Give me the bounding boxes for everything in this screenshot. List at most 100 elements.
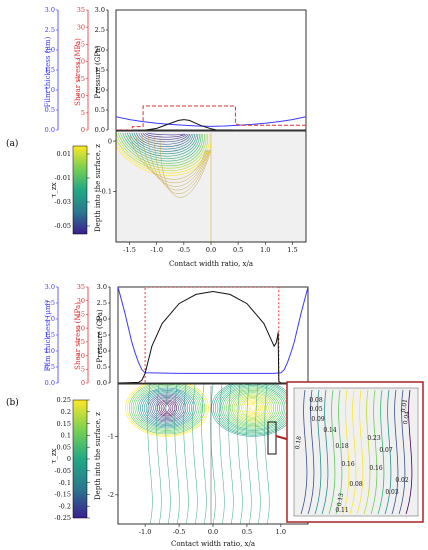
contour-line xyxy=(138,132,191,145)
contour-line xyxy=(192,384,198,524)
colorbar-tick-label: -0.25 xyxy=(54,514,71,522)
panel-b-depth-axis-label: Depth into the surface, z xyxy=(94,412,102,500)
axis-tick-label: 5 xyxy=(81,365,85,373)
inset-contour-line xyxy=(370,389,378,515)
contour-line xyxy=(155,398,179,418)
panel-a-film-ticks: 0.0 0.5 1.0 1.5 2.0 2.5 3.0 xyxy=(45,6,59,134)
colorbar-tick-label: -0.15 xyxy=(54,491,71,499)
axis-tick-label: 0 xyxy=(81,379,85,387)
contour-line xyxy=(237,395,269,421)
inset-contour-line xyxy=(314,389,322,515)
panel-b-depth-ticks: -1 -2 xyxy=(108,433,118,499)
colorbar-tick-label: 0.05 xyxy=(57,443,71,451)
x-tick-label: 0.5 xyxy=(242,528,252,536)
panel-b-film-ticks: 0.0 0.5 1.0 1.5 2.0 2.5 3.0 xyxy=(45,283,59,387)
contour-line xyxy=(229,391,277,425)
contour-line xyxy=(222,386,284,430)
panel-a-colorbar-label: τ_zx xyxy=(50,182,58,197)
x-tick-label: 1.0 xyxy=(276,528,286,536)
panel-b-colorbar-label: τ_zx xyxy=(50,448,58,463)
panel-a-film-thickness-line xyxy=(116,116,306,127)
contour-line xyxy=(147,384,153,524)
inset-contour-line xyxy=(377,389,385,515)
contour-line xyxy=(250,404,256,412)
panel-b-x-ticks: -1.0 -0.5 0.0 0.5 1.0 xyxy=(139,524,286,536)
axis-tick-label: 1.0 xyxy=(45,347,55,355)
contour-line xyxy=(140,388,194,428)
colorbar-tick-label: 0.15 xyxy=(57,420,71,428)
contour-line xyxy=(136,386,198,430)
contour-line xyxy=(235,394,271,422)
axis-tick-label: 0.0 xyxy=(45,379,55,387)
contour-line xyxy=(145,132,186,138)
inset-contour-label: 0.01 xyxy=(400,399,409,413)
inset-contour-label: 0.14 xyxy=(323,427,337,434)
axis-tick-label: 0.0 xyxy=(97,379,107,387)
axis-tick-label: 2.5 xyxy=(45,299,55,307)
panel-a-colorbar-ticks: 0.01 -0.01 -0.03 -0.05 xyxy=(54,150,90,230)
axis-tick-label: 15 xyxy=(77,75,85,83)
contour-line xyxy=(129,384,205,435)
contour-line xyxy=(241,398,265,418)
contour-line xyxy=(165,384,171,524)
contour-line xyxy=(228,390,278,426)
colorbar-tick-label: -0.1 xyxy=(58,479,71,487)
axis-tick-label: 35 xyxy=(77,6,85,14)
axis-tick-label: 30 xyxy=(77,23,85,31)
contour-line xyxy=(164,404,170,412)
contour-line xyxy=(160,401,174,415)
panel-a-shear-axis-label: Shear stress (MPa) xyxy=(74,38,82,106)
axis-tick-label: 10 xyxy=(77,352,85,360)
axis-tick-label: 30 xyxy=(77,297,85,305)
contour-line xyxy=(244,400,262,416)
panel-a-pressure-line xyxy=(145,119,233,130)
inset-contour-line xyxy=(391,389,399,515)
panel-b-shear-axis-label: Shear stress (MPa) xyxy=(74,302,82,370)
axis-tick-label: 2.0 xyxy=(45,315,55,323)
inset-contour-label: 0.18 xyxy=(294,435,303,450)
axis-tick-label: 1.5 xyxy=(95,66,105,74)
contour-line xyxy=(131,132,195,152)
contour-line xyxy=(216,384,290,434)
x-tick-label: 0.5 xyxy=(233,246,243,254)
inset-contour-line xyxy=(349,389,357,515)
panel-b-inset-labels: 0.08 0.05 0.09 0.14 0.18 0.23 0.16 0.16 0.18 0.08… xyxy=(294,397,411,514)
axis-tick-label: 1.0 xyxy=(45,86,55,94)
axis-tick-label: 0.0 xyxy=(45,126,55,134)
x-tick-label: -0.5 xyxy=(178,246,191,254)
axis-tick-label: 3.0 xyxy=(45,283,55,291)
axis-tick-label: 25 xyxy=(77,40,85,48)
panel-a-x-axis-label: Contact width ratio, x/a xyxy=(169,260,253,268)
panel-a-x-ticks: -1.5 -1.0 -0.5 0.0 0.5 1.0 1.5 xyxy=(123,242,298,254)
inset-contour-line xyxy=(363,389,371,515)
axis-tick-label: 3.0 xyxy=(95,6,105,14)
axis-tick-label: 0.5 xyxy=(45,363,55,371)
axis-tick-label: 2.5 xyxy=(45,26,55,34)
panel-a-pressure-ticks: 0.0 0.5 1.0 1.5 2.0 2.5 3.0 xyxy=(95,6,109,134)
panel-b-contour-lines xyxy=(125,384,295,524)
panel-a-stress-contour: 0 -0.1 -1.5 -1.0 -0.5 0.0 0.5 1.0 1.5 Depth int… xyxy=(94,130,307,268)
inset-contour-label: 0.02 xyxy=(395,477,409,484)
contour-line xyxy=(220,385,286,431)
axis-tick-label: 1.5 xyxy=(45,331,55,339)
contour-line xyxy=(158,400,176,416)
contour-line xyxy=(255,384,261,524)
x-tick-label: 0.0 xyxy=(206,246,216,254)
x-tick-label: 1.0 xyxy=(260,246,270,254)
panel-a-top-axes: 0.0 0.5 1.0 1.5 2.0 2.5 3.0 0 5 10 15 20 25 30 35 0.0… xyxy=(44,6,307,134)
contour-line xyxy=(116,133,212,176)
colorbar-tick-label: 0.25 xyxy=(57,396,71,404)
panel-b-pressure-ticks: 0.0 0.5 1.0 1.5 2.0 2.5 3.0 xyxy=(97,283,111,387)
colorbar-tick-label: 0.2 xyxy=(61,408,71,416)
axis-tick-label: 0.5 xyxy=(95,106,105,114)
panel-b-top-frame xyxy=(117,286,309,384)
contour-line xyxy=(156,384,162,524)
contour-line xyxy=(210,384,216,524)
axis-tick-label: 1.5 xyxy=(97,331,107,339)
colorbar-tick-label: -0.2 xyxy=(58,502,71,510)
inset-contour-line xyxy=(321,389,329,515)
colorbar-tick-label: -0.01 xyxy=(54,174,71,182)
x-tick-label: -1.5 xyxy=(123,246,136,254)
inset-contour-label: 0.18 xyxy=(335,443,349,450)
depth-tick-label: 0 xyxy=(108,137,112,145)
